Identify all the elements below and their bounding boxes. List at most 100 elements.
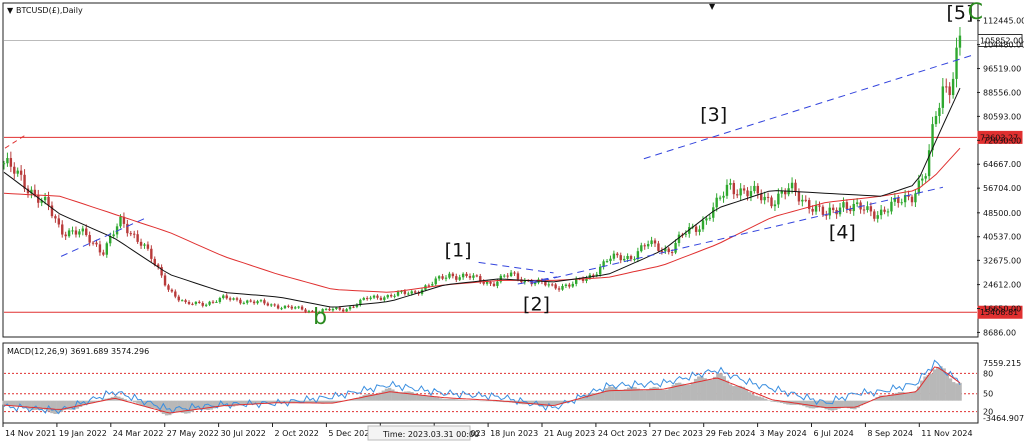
macd-histogram-bar [728,384,733,401]
macd-histogram-bar [916,386,921,401]
candle-body [355,304,359,307]
candle-body [581,278,585,281]
macd-histogram-bar [168,400,172,416]
macd-histogram-bar [241,400,245,405]
candle-body [359,299,362,305]
macd-histogram-bar [563,400,567,404]
macd-histogram-bar [687,384,691,401]
time-tick-label: 2 Oct 2022 [275,429,319,438]
moving-averages [3,87,961,308]
fast-moving-average-line [3,87,961,308]
main-panel-frame [2,2,979,338]
wave-label: [5] [946,2,973,24]
candle-body [448,273,451,278]
price-tick-label: 48500.00 [983,209,1021,218]
price-tick-label: 64667.00 [983,160,1021,169]
macd-histogram-bar [706,380,711,401]
candle-body [294,307,297,309]
macd-histogram-bar [164,400,169,416]
macd-histogram-bar [668,387,672,401]
candle-body [71,230,74,232]
candle-body [633,259,636,261]
candle-body [431,284,434,286]
candle-body [6,158,9,164]
price-axis: 112445.00 104480.00 96519.00 88556.00 80593.… [977,17,1024,337]
macd-histogram-bar [136,400,140,404]
macd-histogram-bar [37,400,41,410]
symbol-menu-icon[interactable]: ▼ [7,6,14,15]
macd-histogram-bar [681,383,685,401]
candle-body [211,301,215,303]
candle-body [441,276,444,279]
price-tick-label: 96519.00 [983,65,1021,74]
price-tick-label: 80593.00 [983,112,1021,121]
candle-body [365,298,369,300]
macd-histogram-bar [677,382,682,401]
macd-histogram-bar [461,399,465,401]
macd-histogram-bar [486,400,491,402]
macd-histogram-bar [391,389,395,401]
candle-body [136,234,139,242]
candle-body [184,300,187,303]
candle-body [115,226,119,235]
candle-body [879,209,883,216]
macd-histogram-bar [936,366,940,401]
candle-body [650,240,653,245]
macd-histogram-bar [356,397,360,401]
macd-tick-label: -3464.907 [983,414,1024,423]
time-tick-label: 5 Dec 2022 [328,429,374,438]
macd-histogram-bar [544,400,548,407]
level-tag [977,33,1023,47]
macd-histogram-bar [719,373,723,401]
candle-body [345,309,348,312]
macd-histogram-bar [865,400,870,403]
candle-body [379,297,383,300]
time-tick-label: 24 Mar 2022 [113,429,164,438]
candle-body [917,180,921,194]
macd-histogram-bar [123,399,127,401]
macd-histogram-bar [372,394,376,401]
candle-body [712,207,715,218]
candle-body [763,196,766,201]
level-tag [977,305,1023,319]
candle-body [814,205,818,212]
wave-label: [3] [700,104,727,126]
macd-histogram-bar [604,388,609,401]
macd-histogram-bar [601,390,605,401]
candle-body [376,295,379,298]
chart-title: BTCUSD(£),Daily [16,6,83,15]
candle-body [389,295,393,297]
candle-body [37,194,40,203]
macd-histogram-bar [850,400,854,410]
candle-body [386,295,389,298]
candle-body [784,191,787,195]
candle-body [533,282,537,285]
macd-histogram-bar [155,400,159,410]
candle-body [314,311,318,313]
candle-body [482,281,485,284]
macd-histogram-bar [907,393,911,401]
candle-body [760,193,763,201]
macd-histogram-bar [442,398,446,401]
candle-body [468,276,472,278]
macd-histogram-bar [722,376,726,401]
macd-histogram-bar [21,400,25,407]
wave-label: [1] [445,239,472,261]
candle-body [201,302,204,306]
candle-body [208,301,211,305]
candle-body [102,252,105,255]
macd-histogram-bar [352,398,357,401]
candle-body [626,256,629,259]
candle-body [150,248,153,259]
candle-body [78,231,81,235]
macd-histogram-bar [655,387,660,401]
cursor-time-label: Time: 2023.03.31 00:00 [382,430,479,439]
macd-histogram-bar [75,400,80,409]
candle-body [222,295,225,299]
candle-body [924,176,927,179]
trend-channel-line [530,186,944,284]
candle-body [2,163,6,165]
macd-histogram-bar [429,395,433,401]
macd-histogram-bar [365,394,370,401]
macd-histogram-bar [757,396,762,401]
